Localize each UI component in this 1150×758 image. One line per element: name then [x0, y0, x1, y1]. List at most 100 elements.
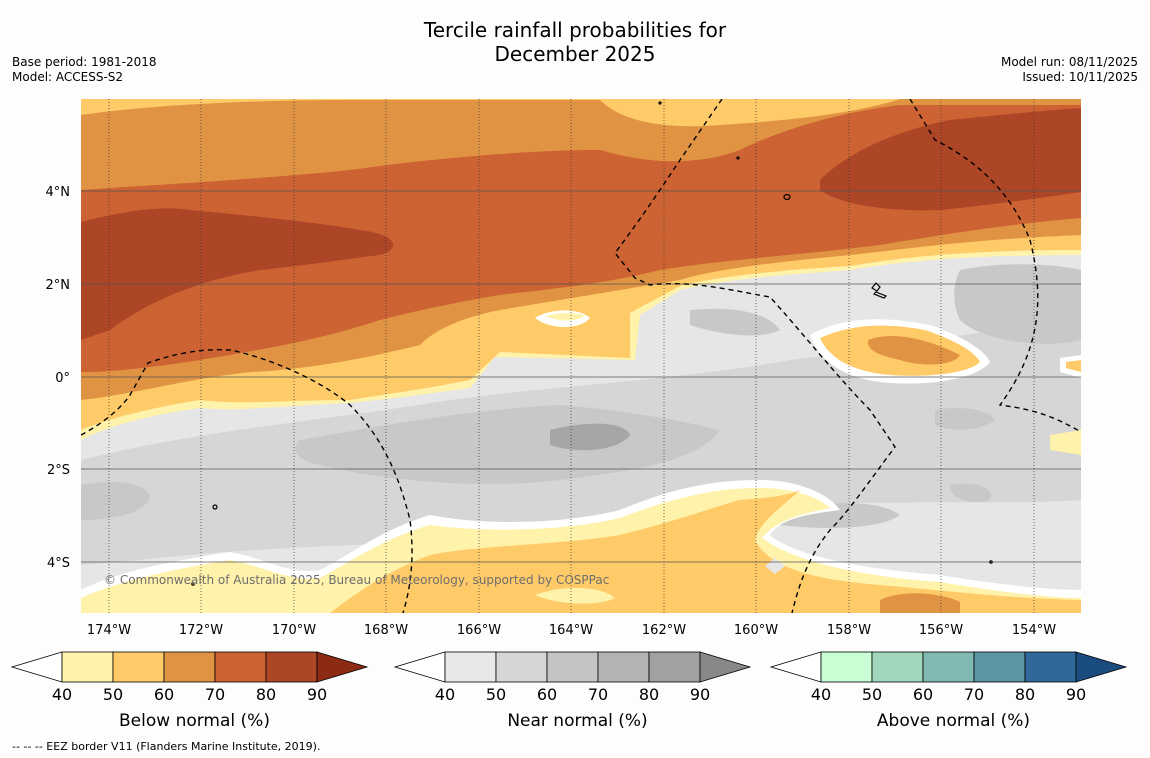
below-normal-40-patch: [545, 313, 585, 321]
colorbar-tick: 50: [103, 685, 123, 704]
lat-label: 0°: [55, 371, 70, 386]
colorbar-segment: [444, 651, 497, 683]
below-normal-50-region: [330, 490, 1081, 613]
below-normal-60-patch: [880, 593, 960, 613]
colorbar-2: 40 50 60 70 80 90 Near normal (%): [393, 651, 752, 731]
map-area: © Commonwealth of Australia 2025, Bureau…: [81, 99, 1081, 613]
colorbar-extend-high: [1075, 651, 1128, 683]
lon-label: 158°W: [827, 623, 871, 638]
lon-label: 174°W: [87, 623, 131, 638]
lon-label: 170°W: [272, 623, 316, 638]
colorbar-tick: 60: [537, 685, 557, 704]
colorbar-segment: [61, 651, 114, 683]
colorbar-tick: 70: [964, 685, 984, 704]
map-title: Tercile rainfall probabilities for Decem…: [0, 18, 1150, 66]
lat-labels: 4°N 2°N 0° 2°S 4°S: [46, 185, 71, 571]
colorbar-extend-high: [699, 651, 752, 683]
colorbar-tick: 40: [435, 685, 455, 704]
colorbar-segment: [648, 651, 701, 683]
copyright-text: © Commonwealth of Australia 2025, Bureau…: [104, 573, 609, 587]
below-normal-50-patch: [1066, 360, 1081, 372]
colorbar-extend-high: [316, 651, 369, 683]
lat-label: 4°N: [46, 185, 71, 200]
below-normal-60-patch: [867, 335, 960, 365]
colorbar-tick: 40: [811, 685, 831, 704]
island: [989, 560, 993, 564]
eez-border-east: [909, 99, 1081, 433]
colorbar-segment: [265, 651, 318, 683]
colorbar-extend-low: [10, 651, 63, 683]
colorbar-tick: 60: [154, 685, 174, 704]
colorbar-tick: 50: [486, 685, 506, 704]
colorbar-segment: [922, 651, 975, 683]
colorbar-tick: 40: [52, 685, 72, 704]
lon-labels: 174°W 172°W 170°W 168°W 166°W 164°W 162°…: [87, 623, 1056, 638]
colorbar-tick: 90: [1066, 685, 1086, 704]
colorbars: 40 50 60 70 80 90 Below normal (%) 40 50 60 70 80 90…: [10, 651, 1128, 731]
near-normal-60-patch: [690, 308, 780, 336]
issued-date: Issued: 10/11/2025: [1022, 70, 1138, 84]
lon-label: 172°W: [179, 623, 223, 638]
lat-label: 2°S: [47, 463, 70, 478]
model-name: Model: ACCESS-S2: [12, 70, 124, 84]
lon-label: 154°W: [1012, 623, 1056, 638]
colorbar-label: Above normal (%): [877, 711, 1030, 731]
islands: [191, 101, 993, 586]
colorbar-tick: 70: [588, 685, 608, 704]
colorbar-tick: 80: [256, 685, 276, 704]
eez-footnote: -- -- -- EEZ border V11 (Flanders Marine…: [12, 740, 321, 753]
island: [736, 156, 740, 160]
colorbar-tick: 80: [639, 685, 659, 704]
near-normal-60-patch: [81, 482, 150, 520]
colorbar-segment: [546, 651, 599, 683]
colorbar-segment: [820, 651, 873, 683]
colorbar-segment: [495, 651, 548, 683]
near-normal-60-patch: [950, 483, 991, 502]
island: [783, 193, 791, 201]
colorbar-tick: 90: [690, 685, 710, 704]
colorbar-tick: 60: [913, 685, 933, 704]
colorbar-segment: [214, 651, 267, 683]
island: [872, 291, 888, 299]
title-line-1: Tercile rainfall probabilities for: [423, 18, 727, 42]
colorbar-extend-low: [393, 651, 446, 683]
below-normal-80-region: [820, 108, 1081, 211]
colorbar-3: 40 50 60 70 80 90 Above normal (%): [769, 651, 1128, 731]
colorbar-tick: 50: [862, 685, 882, 704]
below-normal-80-region: [81, 208, 394, 340]
model-run: Model run: 08/11/2025: [1000, 55, 1138, 69]
colorbar-segment: [112, 651, 165, 683]
colorbar-segment: [1024, 651, 1077, 683]
eez-border-central: [614, 99, 896, 613]
meta-right: Model run: 08/11/2025 Issued: 10/11/2025: [1001, 55, 1138, 85]
near-normal-60-patch: [935, 408, 995, 430]
colorbar-segment: [597, 651, 650, 683]
lat-gridlines: [81, 190, 1081, 563]
island: [212, 504, 218, 510]
title-line-2: December 2025: [494, 42, 656, 66]
colorbar-segment: [973, 651, 1026, 683]
colorbar-tick: 90: [307, 685, 327, 704]
eez-borders: [81, 99, 1081, 613]
lat-label: 4°S: [47, 556, 70, 571]
near-normal-70-region: [550, 423, 630, 451]
island: [871, 282, 881, 292]
colorbar-extend-low: [769, 651, 822, 683]
island: [658, 101, 662, 105]
meta-left: Base period: 1981-2018 Model: ACCESS-S2: [12, 55, 157, 85]
colorbar-segment: [163, 651, 216, 683]
lat-label: 2°N: [46, 278, 71, 293]
colorbar-segment: [871, 651, 924, 683]
colorbar-tick: 70: [205, 685, 225, 704]
lon-label: 160°W: [734, 623, 778, 638]
lon-label: 156°W: [919, 623, 963, 638]
below-normal-40-patch: [1050, 430, 1081, 455]
lon-label: 162°W: [642, 623, 686, 638]
base-period: Base period: 1981-2018: [12, 55, 157, 69]
colorbar-label: Below normal (%): [119, 711, 270, 731]
lon-label: 166°W: [457, 623, 501, 638]
island: [191, 582, 195, 586]
near-normal-60-region: [295, 405, 720, 485]
colorbar-1: 40 50 60 70 80 90 Below normal (%): [10, 651, 369, 731]
